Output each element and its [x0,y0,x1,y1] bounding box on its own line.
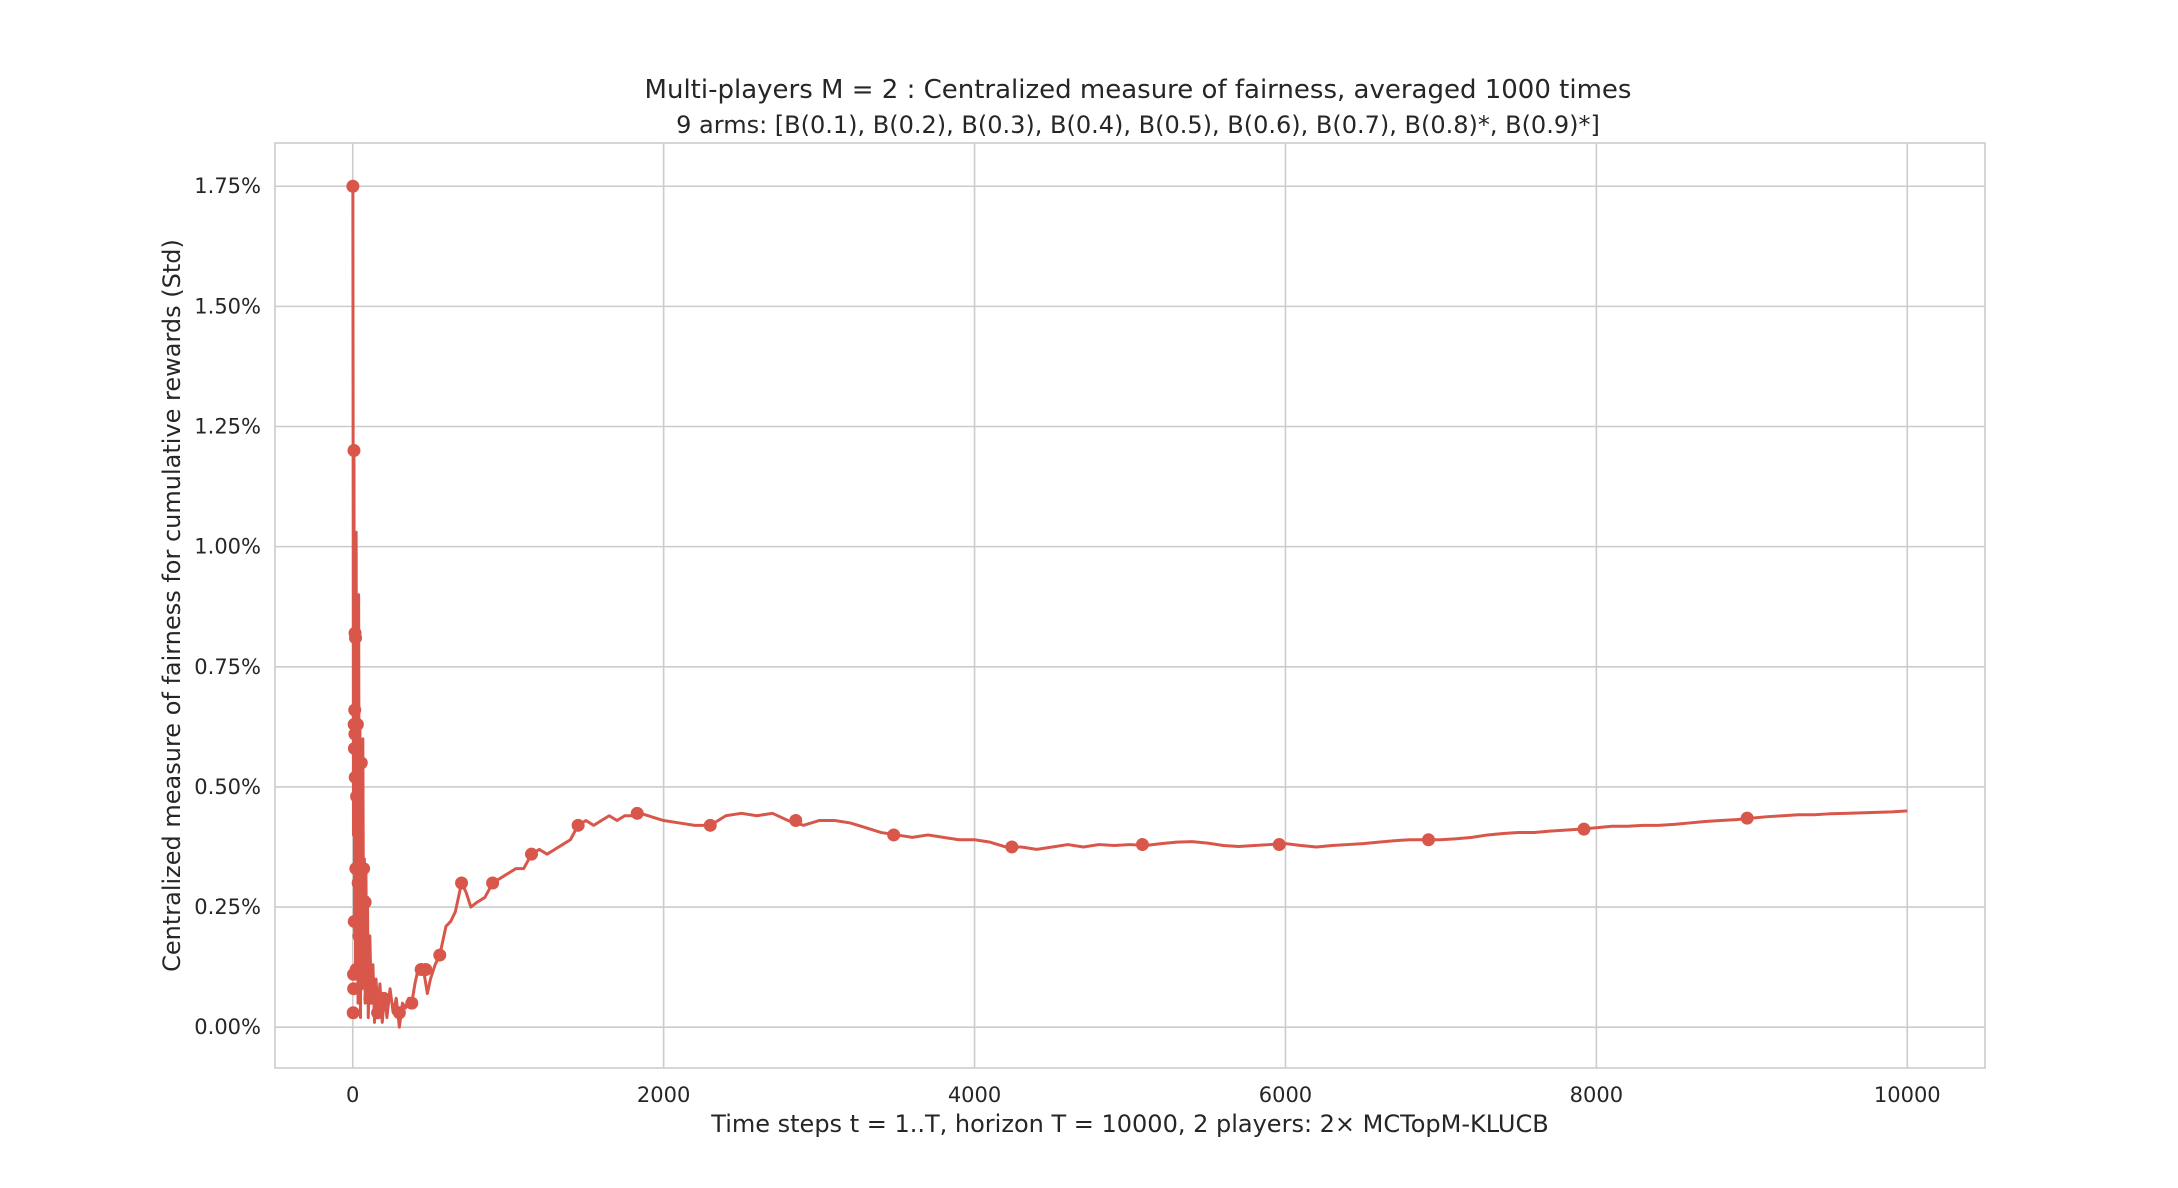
series-marker [703,818,717,832]
series-marker [377,991,391,1005]
series-marker [630,806,644,820]
series-marker [1421,833,1435,847]
series-marker [371,1006,385,1020]
series-marker [789,814,803,828]
series-marker [419,962,433,976]
y-tick-label: 1.25% [194,415,261,439]
series-marker [348,703,362,717]
x-tick-label: 8000 [1570,1083,1623,1107]
series-marker [346,179,360,193]
series-marker [352,929,366,943]
y-tick-label: 0.00% [194,1015,261,1039]
y-tick-label: 0.50% [194,775,261,799]
series-marker [1005,840,1019,854]
series-marker [525,847,538,861]
series-marker [347,444,361,458]
series-marker [347,741,361,755]
series-marker [887,828,901,842]
series-marker [358,895,372,909]
series-marker [354,756,368,770]
series-marker [348,770,362,784]
y-tick-label: 1.00% [194,535,261,559]
series-marker [1135,838,1149,852]
series-marker [347,982,361,996]
y-tick-label: 0.75% [194,655,261,679]
series-marker [455,876,469,890]
series-marker [351,876,365,890]
x-tick-label: 4000 [948,1083,1001,1107]
chart-subtitle: 9 arms: [B(0.1), B(0.2), B(0.3), B(0.4),… [676,111,1600,139]
series-marker [363,991,377,1005]
series-marker [350,717,364,731]
x-tick-label: 0 [346,1083,359,1107]
series-marker [433,948,447,962]
series-marker [346,1006,360,1020]
series-marker [1577,822,1591,836]
y-tick-label: 0.25% [194,895,261,919]
series-marker [392,1006,406,1020]
series-marker [486,876,500,890]
series-marker [1740,811,1754,825]
series-marker [405,996,419,1010]
x-tick-labels: 0 2000 4000 6000 8000 10000 [346,1083,1941,1107]
x-axis-label: Time steps t = 1..T, horizon T = 10000, … [710,1110,1548,1138]
series-marker [357,862,371,876]
y-tick-label: 1.75% [194,174,261,198]
series-marker [347,914,361,928]
chart-title: Multi-players M = 2 : Centralized measur… [645,75,1632,105]
x-tick-label: 2000 [637,1083,690,1107]
series-marker [360,972,374,986]
series-marker [571,818,585,832]
x-tick-label: 6000 [1259,1083,1312,1107]
x-tick-label: 10000 [1874,1083,1941,1107]
y-tick-label: 1.50% [194,294,261,318]
series-marker [350,790,364,804]
y-axis-label: Centralized measure of fairness for cumu… [158,239,186,972]
y-tick-labels: 0.00% 0.25% 0.50% 0.75% 1.00% 1.25% 1.50% 1.75% [194,174,261,1039]
series-layer [346,179,1908,1029]
series-marker [1272,838,1286,852]
series-marker [349,631,363,645]
plot-area [274,142,1986,1069]
y-gridlines [275,185,1985,1028]
